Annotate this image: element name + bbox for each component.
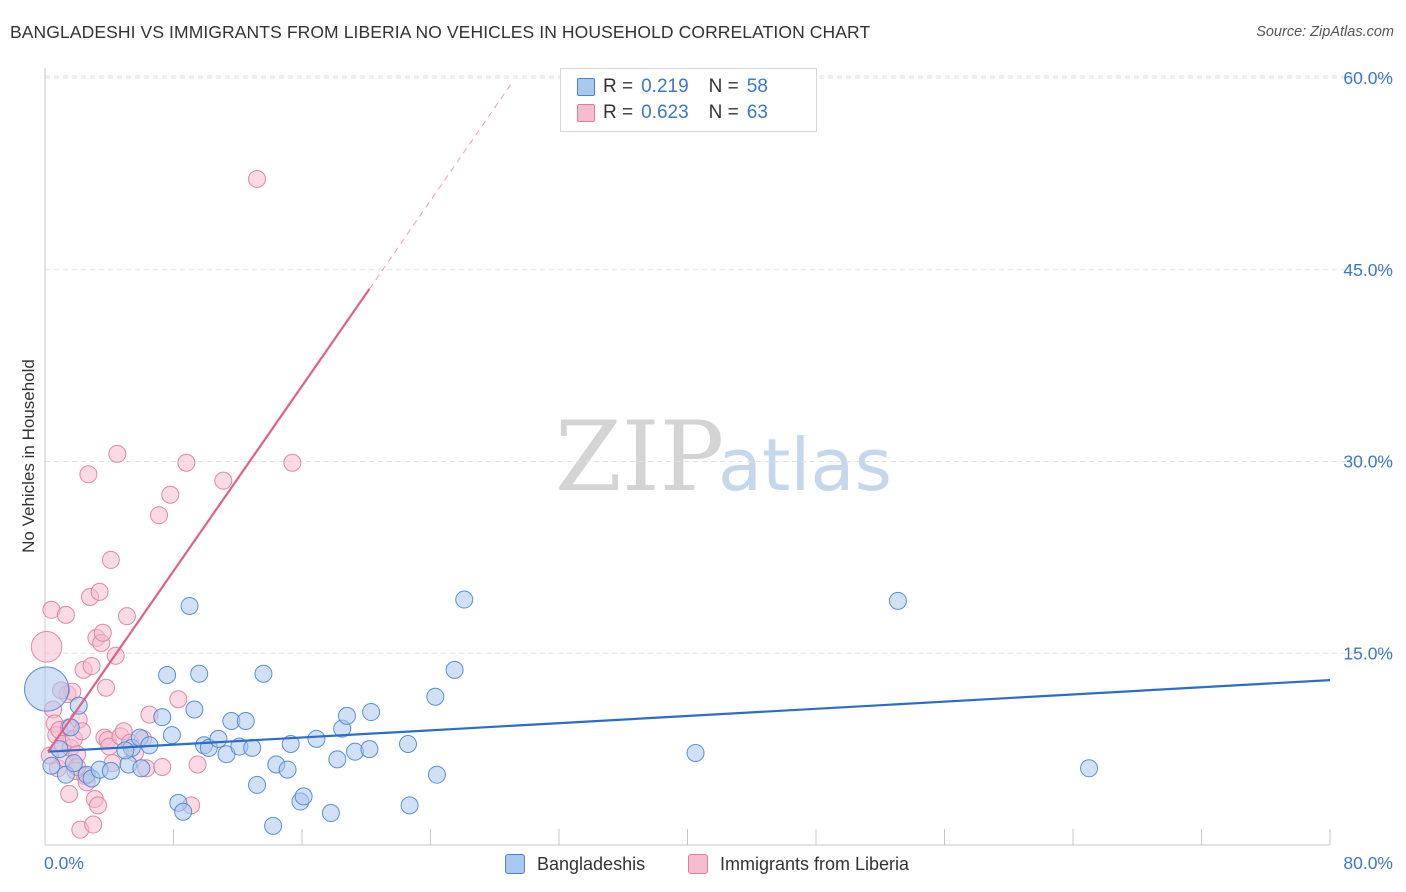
data-point — [84, 815, 103, 834]
data-point — [243, 738, 262, 757]
data-point — [686, 743, 705, 762]
watermark-atlas: atlas — [718, 423, 892, 507]
chart-title: BANGLADESHI VS IMMIGRANTS FROM LIBERIA N… — [10, 22, 871, 42]
data-point — [174, 802, 193, 821]
data-point — [169, 690, 188, 709]
correlation-stats-box: R = 0.219 N = 58 R = 0.623 N = 63 — [560, 68, 817, 132]
r-label: R = — [603, 76, 634, 97]
data-point — [185, 700, 204, 719]
y-tick-label: 60.0% — [1343, 68, 1393, 88]
data-point — [153, 758, 172, 777]
stats-row-liberia: R = 0.623 N = 63 — [577, 100, 768, 126]
data-point — [101, 550, 120, 569]
data-point — [321, 804, 340, 823]
data-point — [79, 465, 98, 484]
data-point — [399, 735, 418, 754]
data-point — [455, 590, 474, 609]
trend-lines — [47, 84, 1331, 753]
data-point — [153, 708, 172, 727]
x-tick-label: 0.0% — [44, 853, 84, 873]
data-point — [337, 706, 356, 725]
data-point — [278, 760, 297, 779]
n-label: N = — [708, 102, 739, 123]
data-point — [116, 741, 135, 760]
data-point — [188, 755, 207, 774]
axes — [44, 68, 1331, 846]
data-point — [158, 665, 177, 684]
data-point — [445, 660, 464, 679]
data-point — [30, 631, 63, 663]
tick-labels: 15.0% 30.0% 45.0% 60.0% 0.0% 80.0% — [44, 68, 1393, 873]
data-point — [177, 453, 196, 472]
data-point — [294, 787, 313, 806]
data-point — [82, 657, 101, 676]
y-tick-label: 45.0% — [1343, 260, 1393, 280]
data-point — [254, 664, 273, 683]
legend-item-bangladeshis[interactable]: Bangladeshis — [505, 851, 645, 877]
data-point — [56, 605, 75, 624]
data-point — [42, 756, 61, 775]
data-point — [248, 775, 267, 794]
y-tick-label: 15.0% — [1343, 643, 1393, 663]
data-point — [209, 729, 228, 748]
series-bangladeshis-points — [24, 590, 1099, 835]
n-value: 58 — [746, 76, 768, 97]
trend-line-bangladeshis — [47, 678, 1331, 753]
data-point — [108, 444, 127, 463]
data-point — [248, 169, 267, 188]
data-point — [328, 750, 347, 769]
stats-swatch-pink — [577, 104, 595, 122]
data-point — [214, 471, 233, 490]
data-point — [161, 485, 180, 504]
source-credit: Source: ZipAtlas.com — [1256, 24, 1394, 40]
legend-label-bangladeshis: Bangladeshis — [537, 853, 646, 874]
data-point — [426, 687, 445, 706]
data-point — [132, 759, 151, 778]
legend-swatch-blue — [505, 854, 525, 874]
watermark-zip: ZIP — [555, 401, 724, 513]
r-value: 0.219 — [641, 76, 689, 97]
trend-extension-liberia — [369, 84, 512, 290]
data-point — [236, 712, 255, 731]
data-point — [60, 784, 79, 803]
stats-swatch-blue — [577, 78, 595, 96]
trend-line-liberia — [47, 288, 371, 753]
data-point — [90, 582, 109, 601]
data-point — [117, 607, 136, 626]
watermark: ZIP atlas — [555, 401, 892, 513]
data-point — [307, 729, 326, 748]
data-point — [190, 664, 209, 683]
legend-label-liberia: Immigrants from Liberia — [720, 853, 910, 874]
data-point — [283, 453, 302, 472]
data-point — [97, 678, 116, 697]
data-point — [362, 703, 381, 722]
data-point — [93, 623, 112, 642]
data-point — [888, 591, 907, 610]
gridlines — [45, 75, 1392, 654]
r-label: R = — [603, 102, 634, 123]
data-point — [1080, 759, 1099, 778]
data-point — [264, 816, 283, 835]
data-point — [360, 740, 379, 759]
legend-item-liberia[interactable]: Immigrants from Liberia — [688, 851, 909, 877]
data-point — [281, 735, 300, 754]
data-point — [89, 796, 108, 815]
data-point — [64, 754, 83, 773]
data-point — [162, 726, 181, 745]
y-axis-label: No Vehicles in Household — [19, 359, 38, 553]
data-point — [427, 765, 446, 784]
data-point — [180, 596, 199, 615]
legend-swatch-pink — [688, 854, 708, 874]
data-point — [150, 506, 169, 525]
x-tick-label: 80.0% — [1343, 853, 1393, 873]
data-point — [101, 761, 120, 780]
y-tick-label: 30.0% — [1343, 452, 1393, 472]
data-point — [400, 796, 419, 815]
n-label: N = — [708, 76, 739, 97]
data-point — [24, 666, 70, 712]
stats-row-bangladeshis: R = 0.219 N = 58 — [577, 74, 768, 100]
r-value: 0.623 — [641, 102, 689, 123]
n-value: 63 — [746, 102, 768, 123]
